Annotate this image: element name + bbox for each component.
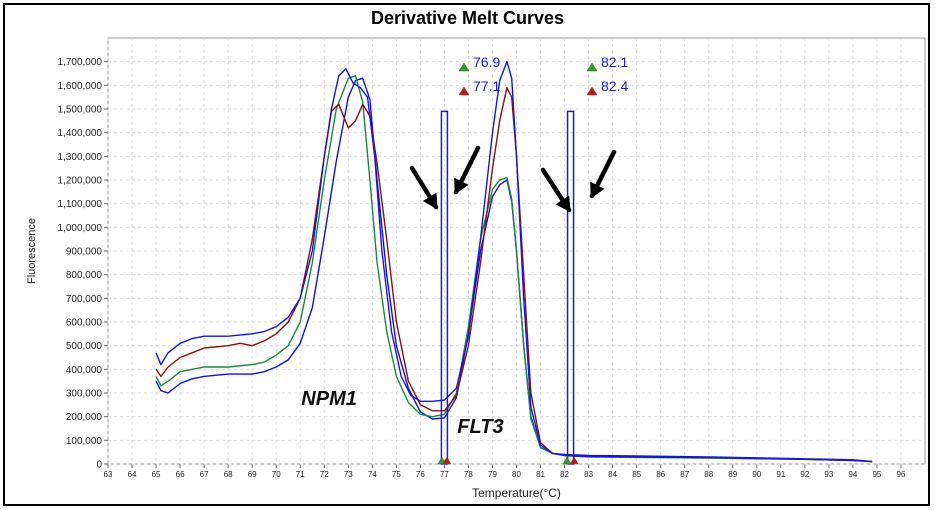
- y-tick-label: 700,000: [66, 294, 103, 305]
- x-tick-label: 66: [176, 470, 185, 479]
- y-tick-label: 1,200,000: [58, 176, 103, 187]
- x-tick-label: 93: [824, 470, 833, 479]
- x-tick-label: 72: [320, 470, 329, 479]
- tm-label-marker-icon: [586, 62, 598, 72]
- x-tick-label: 78: [464, 470, 473, 479]
- y-tick-label: 600,000: [66, 318, 103, 329]
- arrow-head: [422, 192, 438, 210]
- tm-axis-marker-icon: [442, 456, 452, 465]
- x-tick-label: 89: [728, 470, 737, 479]
- x-tick-label: 92: [800, 470, 809, 479]
- x-tick-label: 83: [584, 470, 593, 479]
- x-tick-label: 76: [416, 470, 425, 479]
- x-tick-label: 96: [897, 470, 906, 479]
- y-tick-label: 1,300,000: [58, 152, 103, 163]
- x-axis-label: Temperature(°C): [472, 486, 561, 500]
- x-tick-label: 84: [608, 470, 617, 479]
- x-tick-label: 95: [872, 470, 881, 479]
- arrow-head: [454, 177, 469, 195]
- arrow-icon: [540, 167, 572, 213]
- x-tick-label: 70: [272, 470, 281, 479]
- x-tick-label: 82: [560, 470, 569, 479]
- chart-title: Derivative Melt Curves: [370, 8, 565, 28]
- x-tick-label: 69: [248, 470, 257, 479]
- x-tick-label: 85: [632, 470, 641, 479]
- x-tick-label: 77: [440, 470, 449, 479]
- tm-axis-marker-icon: [569, 456, 579, 465]
- tm-value-label: 76.9: [473, 54, 500, 70]
- tm-axis-marker-icon: [562, 456, 572, 465]
- tm-label-marker-icon: [586, 86, 598, 96]
- x-tick-label: 94: [848, 470, 857, 479]
- x-tick-label: 71: [296, 470, 305, 479]
- x-tick-label: 81: [536, 470, 545, 479]
- arrow-head: [555, 195, 571, 213]
- x-tick-label: 75: [392, 470, 401, 479]
- x-tick-label: 79: [488, 470, 497, 479]
- y-tick-label: 1,600,000: [58, 81, 103, 92]
- tm-label-marker-icon: [458, 86, 470, 96]
- tm-value-label: 82.1: [601, 54, 628, 70]
- y-tick-label: 0: [96, 460, 102, 471]
- arrow-icon: [589, 149, 617, 199]
- tm-value-label: 82.4: [601, 78, 628, 94]
- x-tick-label: 68: [224, 470, 233, 479]
- gene-annotation: NPM1: [301, 388, 357, 410]
- x-tick-label: 80: [512, 470, 521, 479]
- y-axis-label: Fluorescence: [26, 218, 38, 284]
- x-tick-label: 64: [128, 470, 137, 479]
- y-tick-label: 300,000: [66, 389, 103, 400]
- y-tick-label: 1,400,000: [58, 128, 103, 139]
- x-tick-label: 91: [776, 470, 785, 479]
- x-tick-label: 73: [344, 470, 353, 479]
- y-tick-label: 1,100,000: [58, 199, 103, 210]
- tm-label-marker-icon: [458, 62, 470, 72]
- x-tick-label: 87: [680, 470, 689, 479]
- series-line-4: [155, 61, 873, 463]
- y-tick-label: 1,000,000: [58, 223, 103, 234]
- x-tick-label: 88: [704, 470, 713, 479]
- arrow-head: [590, 181, 605, 199]
- y-tick-label: 400,000: [66, 365, 103, 376]
- x-tick-label: 90: [752, 470, 761, 479]
- y-tick-label: 100,000: [66, 436, 103, 447]
- y-tick-label: 1,500,000: [58, 105, 103, 116]
- gene-annotation: FLT3: [457, 416, 503, 438]
- arrow-icon: [409, 165, 439, 210]
- arrow-icon: [453, 145, 481, 195]
- y-tick-label: 500,000: [66, 341, 103, 352]
- tm-value-label: 77.1: [473, 78, 500, 94]
- y-tick-label: 900,000: [66, 247, 103, 258]
- x-tick-label: 86: [656, 470, 665, 479]
- x-tick-label: 63: [104, 470, 113, 479]
- x-tick-label: 74: [368, 470, 377, 479]
- x-tick-label: 65: [152, 470, 161, 479]
- y-tick-label: 800,000: [66, 270, 103, 281]
- y-tick-label: 1,700,000: [58, 57, 103, 68]
- y-tick-label: 200,000: [66, 412, 103, 423]
- x-tick-label: 67: [200, 470, 209, 479]
